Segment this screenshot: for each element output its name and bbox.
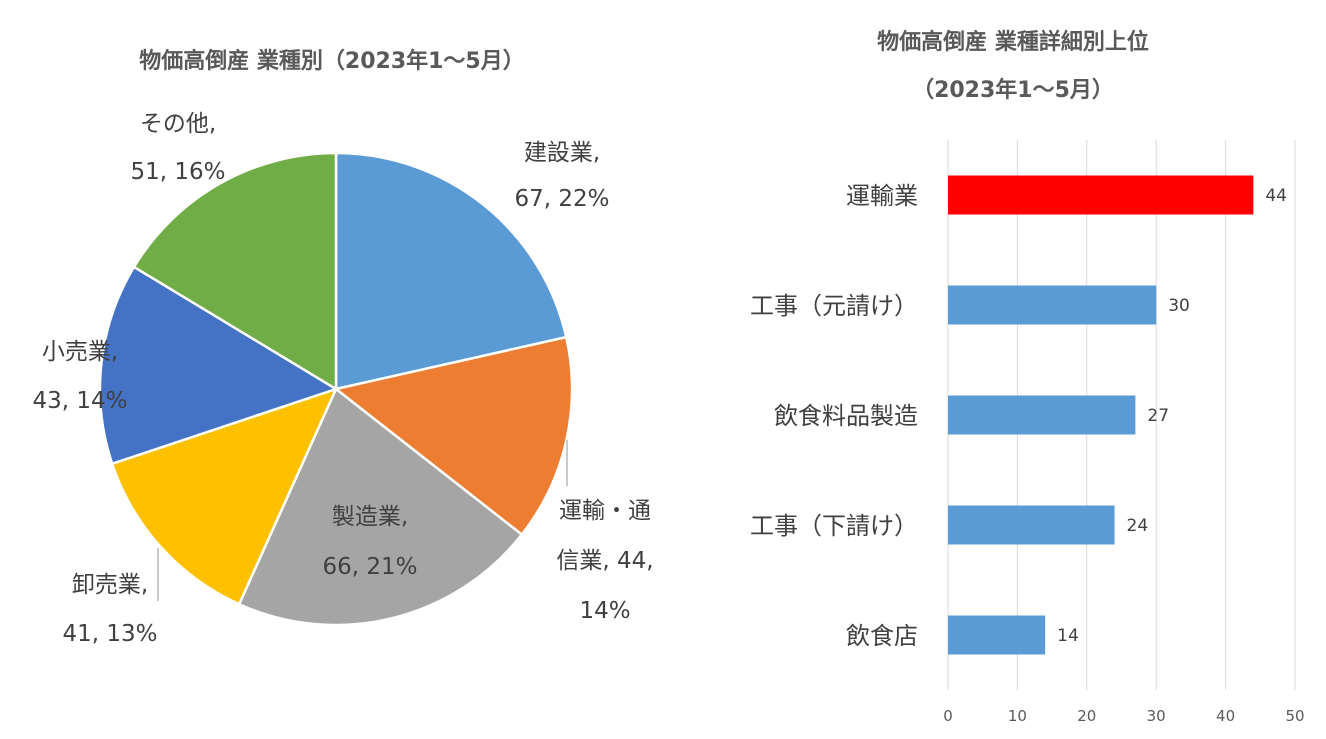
bar [948, 615, 1046, 655]
pie-data-label: 建設業, 67, 22% [514, 140, 609, 212]
bar-x-tick-label: 20 [1077, 707, 1096, 725]
bar-x-axis-ticks: 0 10 20 30 40 50 [943, 707, 1304, 725]
bar-data-labels: 44 30 27 24 14 [1057, 186, 1287, 646]
pie-slice [334, 151, 568, 391]
pie-chart: 物価高倒産 業種別（2023年1～5月） 建設業, 67, 22% 運輸・通信業, … [32, 48, 653, 647]
bar-category-label: 飲食店 [846, 622, 918, 650]
bar-x-tick-label: 40 [1216, 707, 1235, 725]
bar-data-label: 44 [1265, 186, 1287, 206]
pie-slice [132, 151, 338, 392]
pie-data-label-line: 運輸・通 [559, 498, 651, 524]
bar [948, 285, 1157, 325]
bar-data-label: 24 [1127, 516, 1149, 536]
bar-x-tick-label: 50 [1285, 707, 1304, 725]
bar-marks [948, 175, 1254, 655]
bar-x-tick-label: 30 [1147, 707, 1166, 725]
pie-data-label-line: その他, [140, 111, 216, 137]
pie-data-labels: 建設業, 67, 22% 運輸・通信業, 44, 14% 製造業, 66, 21% 卸売業,… [32, 111, 653, 647]
bar [948, 395, 1136, 435]
pie-data-label-line: 67, 22% [514, 186, 609, 212]
bar-gridlines [947, 140, 1296, 690]
bar [948, 505, 1115, 545]
bar [948, 175, 1254, 215]
pie-data-label-line: 41, 13% [62, 621, 157, 647]
bar-category-label: 飲食料品製造 [774, 402, 918, 430]
pie-slices [98, 151, 574, 627]
pie-data-label-line: 卸売業, [72, 572, 148, 598]
pie-data-label: 運輸・通信業, 44, 14% [556, 498, 653, 624]
bar-chart-title-line-1: 物価高倒産 業種詳細別上位 [877, 29, 1149, 55]
pie-data-label-line: 14% [579, 598, 630, 624]
bar-category-label: 工事（元請け） [750, 292, 918, 320]
pie-data-label: 卸売業, 41, 13% [62, 572, 157, 647]
pie-data-label: 製造業, 66, 21% [322, 504, 417, 580]
pie-data-label-line: 小売業, [42, 339, 118, 365]
bar-x-tick-label: 0 [943, 707, 953, 725]
pie-slice [333, 335, 574, 537]
pie-chart-title: 物価高倒産 業種別（2023年1～5月） [139, 48, 525, 74]
pie-data-label-line: 建設業, [524, 140, 600, 166]
bar-category-label: 運輸業 [846, 182, 918, 210]
pie-slice [98, 265, 339, 466]
pie-data-label-line: 51, 16% [130, 159, 225, 185]
pie-data-label-line: 製造業, [332, 504, 408, 530]
bar-data-label: 27 [1147, 406, 1169, 426]
pie-data-label: その他, 51, 16% [130, 111, 225, 185]
pie-data-label-line: 43, 14% [32, 388, 127, 414]
bar-data-label: 14 [1057, 626, 1079, 646]
pie-slice [110, 386, 339, 606]
pie-data-label: 小売業, 43, 14% [32, 339, 127, 414]
pie-data-label-line: 信業, 44, [556, 548, 653, 574]
bar-category-label: 工事（下請け） [750, 512, 918, 540]
pie-leader-lines [157, 440, 568, 601]
bar-chart-title-line-2: （2023年1～5月） [912, 77, 1114, 103]
bar-x-tick-label: 10 [1008, 707, 1027, 725]
bar-data-label: 30 [1168, 296, 1190, 316]
pie-data-label-line: 66, 21% [322, 554, 417, 580]
